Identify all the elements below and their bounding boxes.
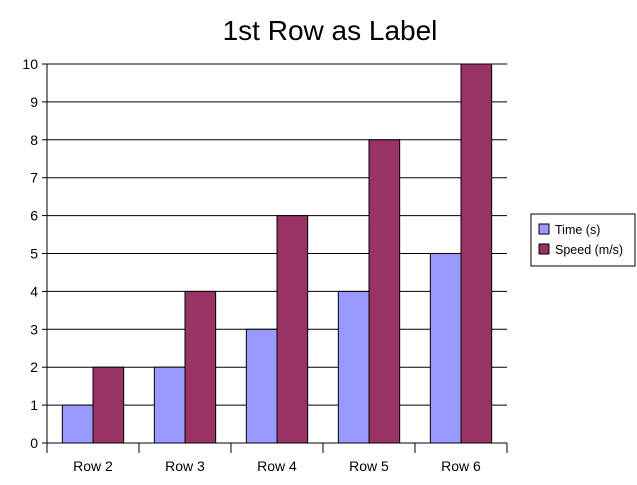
y-tick-label: 7 [30, 170, 38, 186]
y-tick-label: 1 [30, 397, 38, 413]
bar-speed [184, 290, 217, 444]
bar-time [153, 366, 186, 444]
legend-swatch [538, 223, 550, 235]
bar-speed [276, 215, 309, 444]
legend-label: Speed (m/s) [555, 243, 623, 257]
x-tick-label: Row 5 [349, 458, 389, 474]
y-tick-label: 0 [30, 435, 38, 451]
chart-title: 1st Row as Label [223, 15, 438, 46]
x-tick-label: Row 4 [257, 458, 297, 474]
y-tick-label: 3 [30, 321, 38, 337]
y-tick-label: 8 [30, 132, 38, 148]
y-tick-label: 5 [30, 246, 38, 262]
x-tick-label: Row 3 [165, 458, 205, 474]
legend-swatch [538, 243, 550, 255]
bar-time [337, 290, 370, 444]
bar-speed [460, 63, 493, 444]
y-tick-label: 2 [30, 359, 38, 375]
axes: 0 1 2 3 4 5 6 7 8 9 10 Row 2 Row 3 Row 4 Row 5 Row 6 [22, 56, 508, 474]
y-tick-label: 6 [30, 208, 38, 224]
bars [61, 63, 493, 444]
y-tick-label: 9 [30, 94, 38, 110]
bar-time [429, 253, 462, 444]
x-tick-label: Row 6 [441, 458, 481, 474]
bar-time [61, 404, 94, 444]
y-tick-label: 4 [30, 283, 38, 299]
y-tick-label: 10 [22, 56, 38, 72]
legend: Time (s) Speed (m/s) [530, 213, 636, 267]
legend-label: Time (s) [555, 223, 600, 237]
legend-box [530, 213, 636, 267]
bar-speed [368, 139, 401, 444]
bar-time [245, 328, 278, 444]
x-tick-label: Row 2 [73, 458, 113, 474]
bar-speed [92, 366, 125, 444]
